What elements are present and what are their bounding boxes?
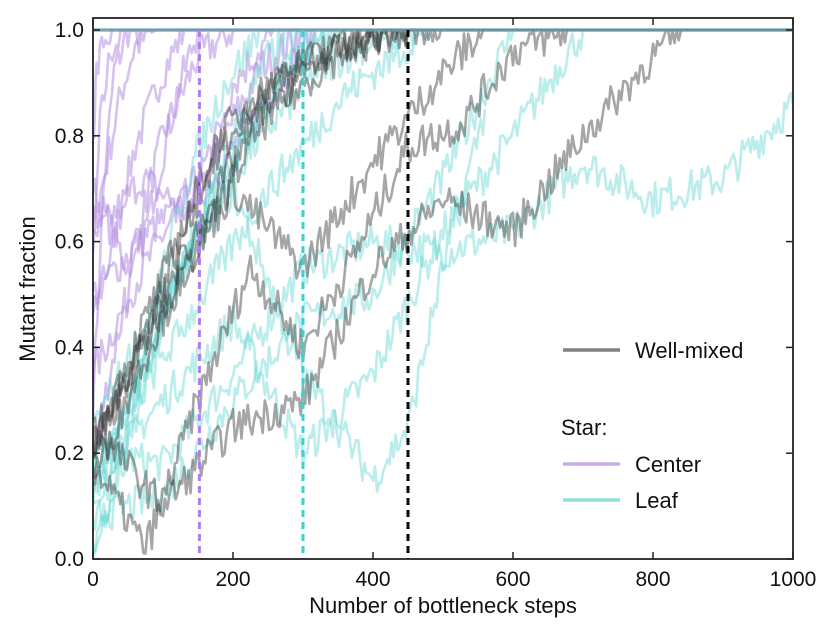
plot-frame bbox=[92, 17, 794, 560]
series-line-well-mixed-6 bbox=[93, 28, 793, 486]
series-line-leaf-1 bbox=[93, 91, 793, 482]
legend: Well-mixed Star: Center Leaf bbox=[561, 338, 743, 513]
series-line-well-mixed-5 bbox=[93, 28, 793, 459]
series-line-leaf-5 bbox=[93, 28, 793, 531]
x-tick-label: 800 bbox=[635, 568, 670, 591]
y-tick-label: 1.0 bbox=[55, 19, 84, 42]
series-line-leaf-9 bbox=[93, 28, 793, 553]
mean-fixation-lines bbox=[197, 30, 410, 559]
x-tick-label: 0 bbox=[87, 568, 99, 591]
y-tick-label: 0.6 bbox=[55, 231, 84, 254]
series-line-leaf-6 bbox=[93, 28, 793, 558]
axis-ticks: 0 200 400 600 800 1000 0.0 0.2 0.4 0.6 0.8 1.0 bbox=[55, 18, 817, 591]
series-line-leaf-10 bbox=[93, 28, 793, 482]
legend-label-leaf: Leaf bbox=[635, 488, 679, 513]
series-line-leaf-2 bbox=[93, 28, 793, 482]
x-axis-label: Number of bottleneck steps bbox=[309, 593, 577, 618]
series-line-center-8 bbox=[93, 28, 793, 305]
series-line-well-mixed-2 bbox=[93, 28, 793, 555]
series-line-leaf-3 bbox=[93, 28, 793, 494]
y-tick-label: 0.2 bbox=[55, 442, 84, 465]
series-line-leaf-4 bbox=[93, 28, 793, 532]
y-tick-label: 0.8 bbox=[55, 125, 84, 148]
x-tick-label: 400 bbox=[355, 568, 390, 591]
series-line-well-mixed-3 bbox=[93, 28, 793, 518]
series-layer bbox=[93, 28, 793, 558]
legend-label-center: Center bbox=[635, 452, 701, 477]
y-axis-label: Mutant fraction bbox=[15, 216, 40, 362]
series-line-center-10 bbox=[93, 28, 793, 238]
series-line-leaf-7 bbox=[93, 109, 487, 493]
series-line-well-mixed-7 bbox=[93, 28, 793, 457]
series-line-center-6 bbox=[93, 28, 793, 448]
y-tick-label: 0.4 bbox=[55, 336, 85, 359]
series-line-center-5 bbox=[93, 28, 793, 279]
y-tick-label: 0.0 bbox=[55, 548, 84, 571]
x-tick-label: 1000 bbox=[770, 568, 817, 591]
x-tick-label: 200 bbox=[215, 568, 250, 591]
series-line-leaf-8 bbox=[93, 28, 793, 503]
legend-label-well-mixed: Well-mixed bbox=[635, 338, 743, 363]
series-line-center-9 bbox=[93, 28, 793, 140]
legend-heading-star: Star: bbox=[561, 415, 607, 440]
series-line-well-mixed-1 bbox=[93, 28, 793, 459]
series-line-well-mixed-4 bbox=[93, 28, 793, 460]
x-tick-label: 600 bbox=[495, 568, 530, 591]
